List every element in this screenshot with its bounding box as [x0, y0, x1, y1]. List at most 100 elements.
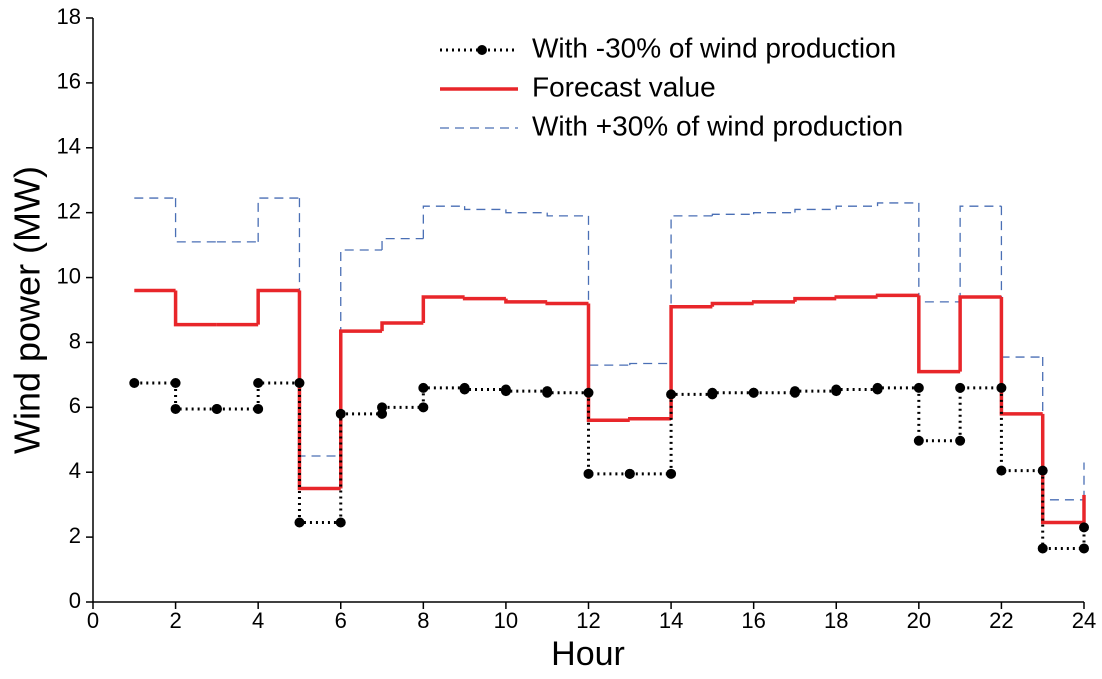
- step-segment: [1000, 206, 1043, 358]
- marker: [955, 382, 966, 393]
- step-segment: [505, 209, 548, 214]
- step-segment: [876, 202, 919, 207]
- step-segment: [297, 383, 341, 525]
- step-segment: [999, 297, 1043, 416]
- step-segment: [297, 290, 341, 491]
- step-segment: [339, 329, 383, 489]
- step-segment: [587, 392, 630, 476]
- step-segment: [793, 389, 837, 393]
- step-segment: [462, 296, 506, 301]
- marker: [335, 408, 346, 419]
- step-segment: [834, 387, 878, 392]
- step-segment: [586, 303, 630, 423]
- step-segment: [421, 295, 465, 323]
- marker: [377, 402, 388, 413]
- x-tick-label: 0: [87, 608, 99, 633]
- step-segment: [669, 305, 713, 419]
- step-segment: [918, 202, 961, 303]
- step-segment: [794, 208, 837, 213]
- step-segment: [917, 295, 961, 374]
- step-segment: [710, 391, 754, 395]
- marker: [542, 387, 553, 398]
- y-tick-label: 10: [57, 263, 81, 288]
- step-segment: [381, 237, 424, 250]
- step-segment: [751, 300, 795, 304]
- step-segment: [422, 205, 465, 239]
- step-segment: [545, 301, 589, 306]
- y-axis-label: Wind power (MW): [7, 166, 48, 454]
- marker: [707, 387, 718, 398]
- step-segment: [256, 288, 300, 325]
- y-tick-label: 0: [69, 588, 81, 613]
- step-segment: [546, 212, 589, 217]
- step-segment: [958, 386, 1002, 441]
- marker: [789, 386, 800, 397]
- x-axis-label: Hour: [551, 635, 625, 673]
- marker: [500, 386, 511, 397]
- marker: [294, 517, 305, 528]
- marker: [996, 465, 1007, 476]
- step-segment: [669, 392, 713, 474]
- step-segment: [380, 405, 424, 414]
- y-tick-label: 12: [57, 198, 81, 223]
- step-segment: [876, 386, 919, 390]
- step-segment: [587, 215, 630, 366]
- marker: [872, 382, 883, 393]
- marker: [913, 435, 924, 446]
- y-tick-label: 14: [57, 134, 81, 159]
- x-tick-label: 12: [576, 608, 600, 633]
- marker: [748, 387, 759, 398]
- legend-label: With -30% of wind production: [532, 32, 896, 63]
- x-tick-label: 6: [335, 608, 347, 633]
- step-segment: [504, 298, 548, 304]
- marker: [459, 384, 470, 395]
- step-segment: [421, 386, 465, 408]
- x-tick-label: 18: [824, 608, 848, 633]
- x-tick-label: 20: [907, 608, 931, 633]
- step-segment: [670, 215, 713, 364]
- step-segment: [173, 290, 217, 327]
- step-segment: [504, 389, 548, 393]
- x-tick-label: 8: [417, 608, 429, 633]
- y-tick-label: 4: [69, 458, 81, 483]
- marker: [211, 403, 222, 414]
- marker: [624, 468, 635, 479]
- y-tick-label: 16: [57, 69, 81, 94]
- marker: [129, 378, 140, 388]
- x-tick-label: 2: [169, 608, 181, 633]
- step-segment: [340, 249, 383, 456]
- step-segment: [1040, 413, 1084, 525]
- step-segment: [257, 197, 300, 242]
- x-tick-label: 10: [494, 608, 518, 633]
- step-segment: [174, 198, 217, 243]
- step-segment: [917, 387, 961, 443]
- step-segment: [835, 205, 878, 210]
- y-tick-label: 2: [69, 523, 81, 548]
- marker: [170, 403, 181, 414]
- step-segment: [958, 295, 1002, 372]
- x-tick-label: 22: [989, 608, 1013, 633]
- legend-label: With +30% of wind production: [532, 110, 903, 141]
- marker: [1037, 543, 1048, 554]
- step-segment: [875, 293, 919, 298]
- step-segment: [298, 198, 341, 457]
- step-segment: [545, 391, 589, 395]
- step-segment: [256, 381, 300, 409]
- marker: [253, 378, 264, 388]
- step-segment: [999, 387, 1043, 473]
- step-segment: [1041, 470, 1084, 550]
- step-segment: [629, 362, 672, 366]
- x-tick-label: 14: [659, 608, 683, 633]
- step-segment: [174, 383, 217, 411]
- legend-marker: [477, 45, 487, 55]
- step-segment: [1042, 357, 1084, 501]
- step-segment: [463, 387, 506, 391]
- marker: [666, 389, 677, 400]
- marker: [418, 382, 429, 393]
- step-segment: [710, 301, 754, 307]
- step-segment: [834, 295, 878, 299]
- y-tick-label: 6: [69, 393, 81, 418]
- x-tick-label: 16: [741, 608, 765, 633]
- step-segment: [793, 296, 837, 302]
